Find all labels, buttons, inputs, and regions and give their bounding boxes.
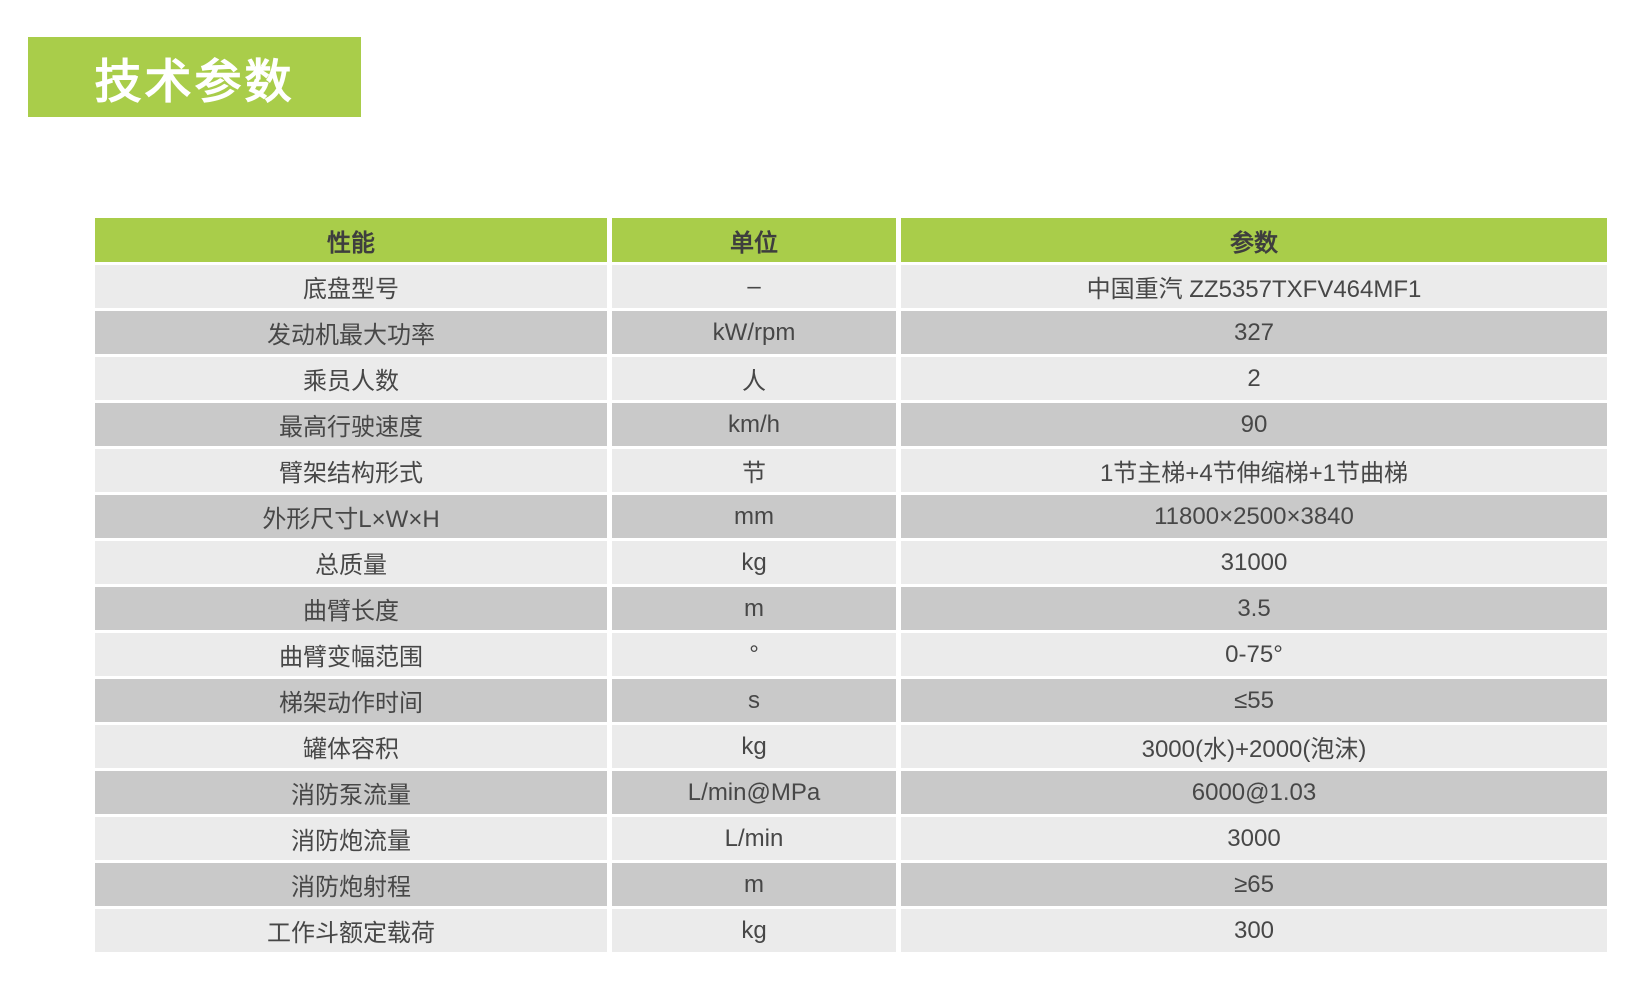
row-unit-cell: m	[612, 587, 896, 630]
row-performance-cell: 最高行驶速度	[95, 403, 607, 446]
row-unit-cell: mm	[612, 495, 896, 538]
row-parameter-cell: ≥65	[901, 863, 1607, 906]
table-row: 最高行驶速度 km/h 90	[95, 403, 1607, 446]
row-performance-cell: 乘员人数	[95, 357, 607, 400]
row-parameter-cell: 300	[901, 909, 1607, 952]
row-parameter-cell: 2	[901, 357, 1607, 400]
row-parameter-cell: 3000(水)+2000(泡沫)	[901, 725, 1607, 768]
table-row: 梯架动作时间 s ≤55	[95, 679, 1607, 722]
table-row: 曲臂变幅范围 ° 0-75°	[95, 633, 1607, 676]
row-performance-cell: 消防炮射程	[95, 863, 607, 906]
table-row: 消防炮流量 L/min 3000	[95, 817, 1607, 860]
row-performance-cell: 罐体容积	[95, 725, 607, 768]
row-unit-cell: L/min@MPa	[612, 771, 896, 814]
row-unit-cell: km/h	[612, 403, 896, 446]
section-title: 技术参数	[94, 54, 295, 108]
row-unit-cell: –	[612, 265, 896, 308]
table-row: 底盘型号 – 中国重汽 ZZ5357TXFV464MF1	[95, 265, 1607, 308]
row-parameter-cell: 1节主梯+4节伸缩梯+1节曲梯	[901, 449, 1607, 492]
row-performance-cell: 消防炮流量	[95, 817, 607, 860]
row-performance-cell: 曲臂变幅范围	[95, 633, 607, 676]
row-parameter-cell: 11800×2500×3840	[901, 495, 1607, 538]
table-header-row: 性能 单位 参数	[95, 218, 1607, 262]
row-unit-cell: kW/rpm	[612, 311, 896, 354]
section-title-badge: 技术参数	[28, 37, 361, 117]
row-parameter-cell: 0-75°	[901, 633, 1607, 676]
header-unit: 单位	[612, 218, 896, 262]
row-unit-cell: kg	[612, 725, 896, 768]
row-performance-cell: 工作斗额定载荷	[95, 909, 607, 952]
row-performance-cell: 总质量	[95, 541, 607, 584]
row-parameter-cell: 6000@1.03	[901, 771, 1607, 814]
row-performance-cell: 外形尺寸L×W×H	[95, 495, 607, 538]
row-unit-cell: 人	[612, 357, 896, 400]
row-parameter-cell: 中国重汽 ZZ5357TXFV464MF1	[901, 265, 1607, 308]
header-performance: 性能	[95, 218, 607, 262]
row-unit-cell: °	[612, 633, 896, 676]
row-performance-cell: 发动机最大功率	[95, 311, 607, 354]
row-parameter-cell: 31000	[901, 541, 1607, 584]
table-row: 总质量 kg 31000	[95, 541, 1607, 584]
row-performance-cell: 消防泵流量	[95, 771, 607, 814]
row-unit-cell: L/min	[612, 817, 896, 860]
row-performance-cell: 臂架结构形式	[95, 449, 607, 492]
row-performance-cell: 底盘型号	[95, 265, 607, 308]
table-row: 消防炮射程 m ≥65	[95, 863, 1607, 906]
row-unit-cell: s	[612, 679, 896, 722]
table-row: 罐体容积 kg 3000(水)+2000(泡沫)	[95, 725, 1607, 768]
row-performance-cell: 曲臂长度	[95, 587, 607, 630]
table-row: 曲臂长度 m 3.5	[95, 587, 1607, 630]
table-row: 乘员人数人 2	[95, 357, 1607, 400]
row-unit-cell: kg	[612, 541, 896, 584]
table-row: 发动机最大功率 kW/rpm 327	[95, 311, 1607, 354]
table-row: 工作斗额定载荷 kg 300	[95, 909, 1607, 952]
spec-table: 性能 单位 参数 底盘型号 – 中国重汽 ZZ5357TXFV464MF1 发动机最大…	[95, 218, 1607, 955]
row-unit-cell: m	[612, 863, 896, 906]
row-parameter-cell: 3000	[901, 817, 1607, 860]
row-unit-cell: kg	[612, 909, 896, 952]
table-row: 消防泵流量 L/min@MPa 6000@1.03	[95, 771, 1607, 814]
row-parameter-cell: 3.5	[901, 587, 1607, 630]
table-body: 底盘型号 – 中国重汽 ZZ5357TXFV464MF1 发动机最大功率 kW/rpm 3…	[95, 265, 1607, 952]
header-parameter: 参数	[901, 218, 1607, 262]
row-parameter-cell: ≤55	[901, 679, 1607, 722]
row-unit-cell: 节	[612, 449, 896, 492]
table-row: 臂架结构形式节 1节主梯+4节伸缩梯+1节曲梯	[95, 449, 1607, 492]
row-parameter-cell: 90	[901, 403, 1607, 446]
row-performance-cell: 梯架动作时间	[95, 679, 607, 722]
table-row: 外形尺寸L×W×H mm 11800×2500×3840	[95, 495, 1607, 538]
row-parameter-cell: 327	[901, 311, 1607, 354]
